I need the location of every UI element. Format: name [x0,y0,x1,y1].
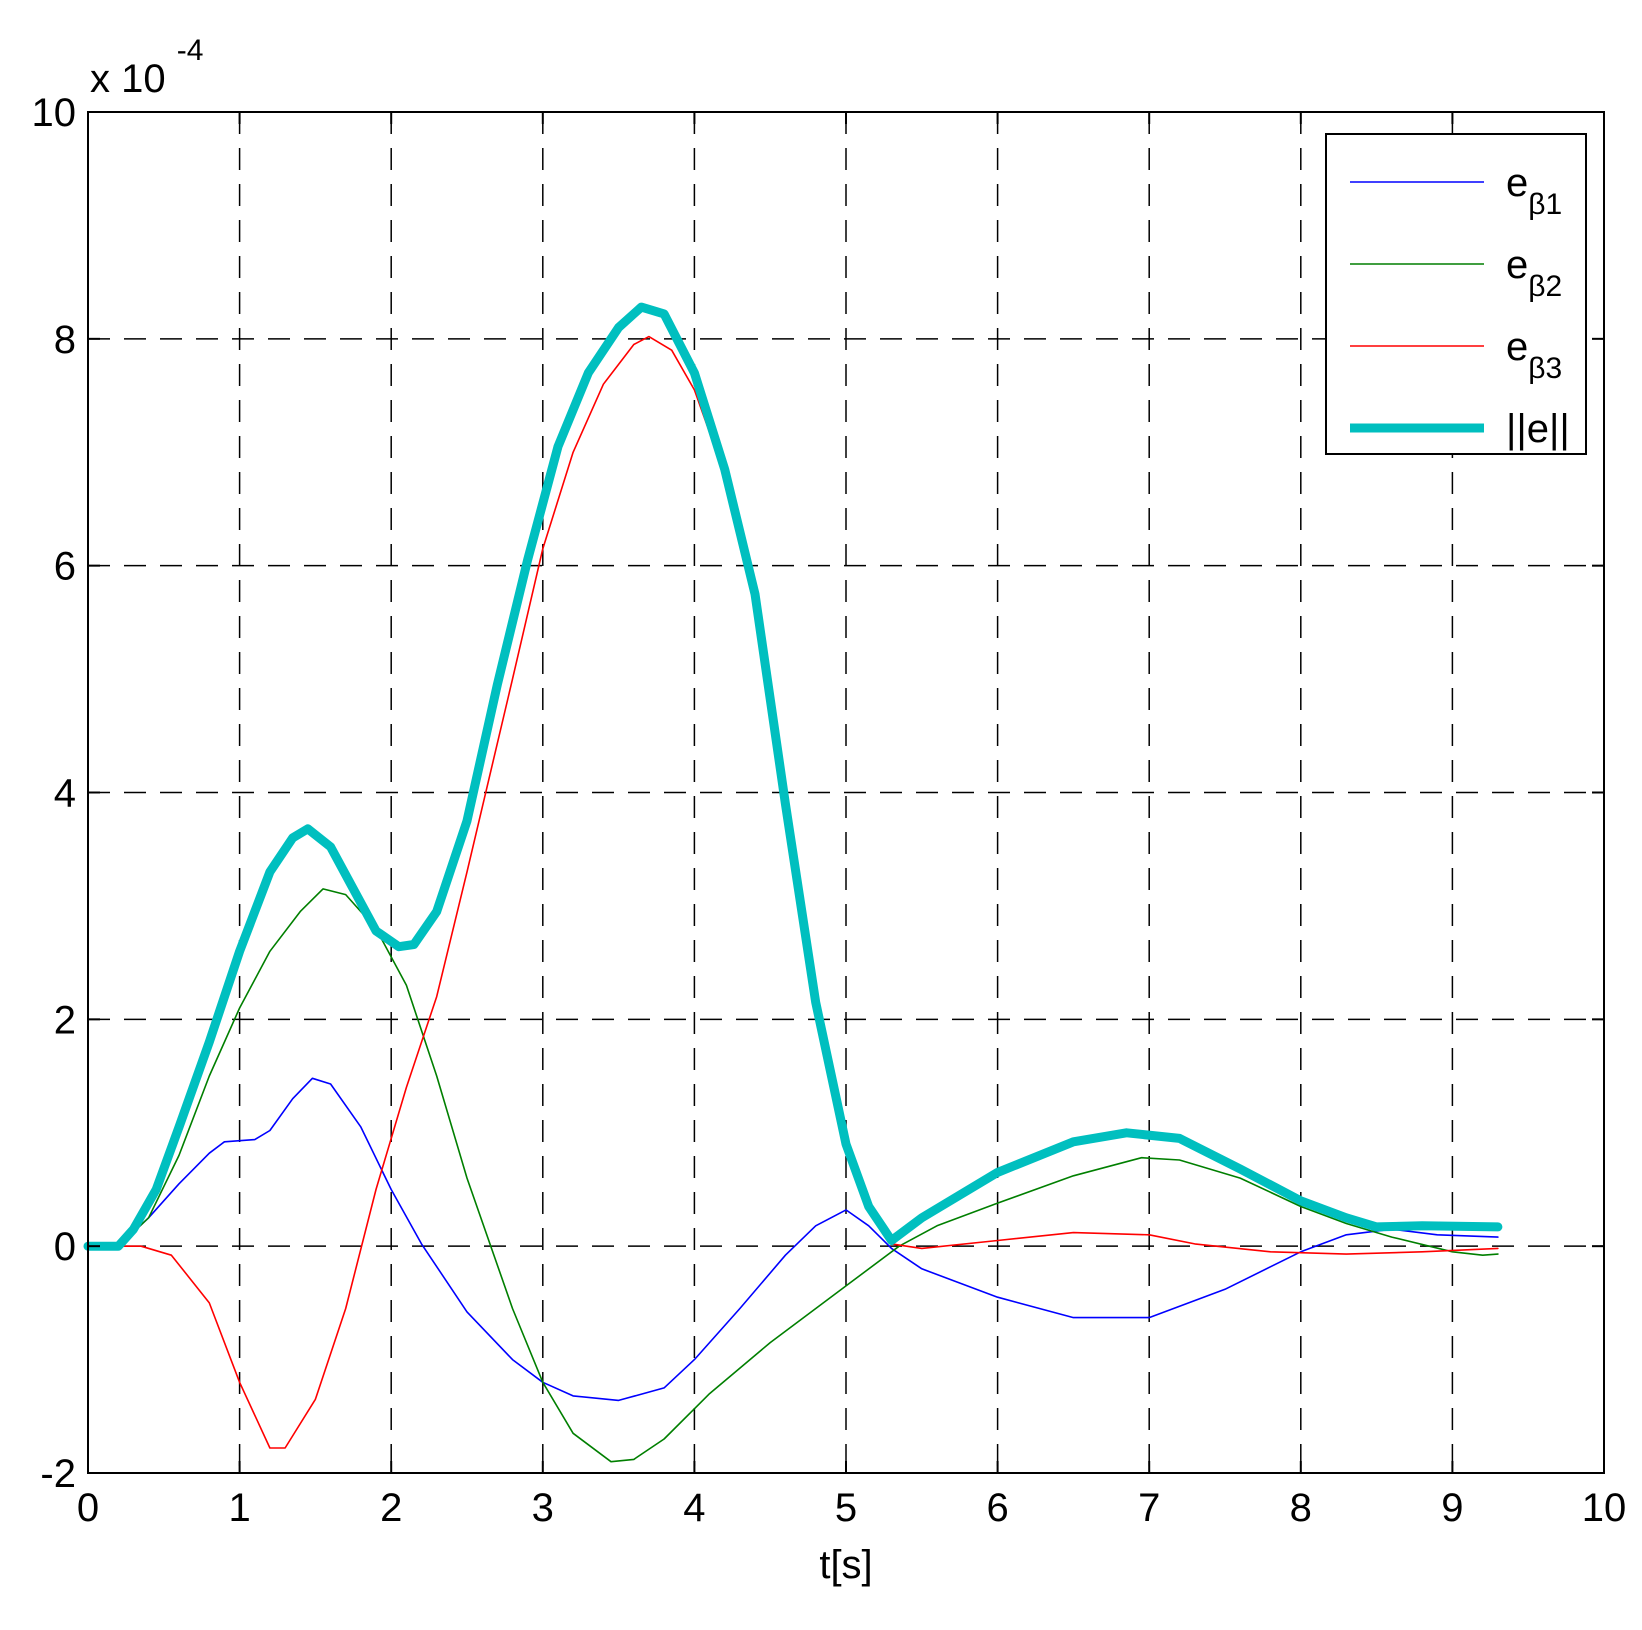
x-tick-label: 5 [835,1486,857,1530]
series-line-3 [87,335,1499,1449]
y-multiplier: x 10 -4 [90,34,203,101]
y-tick-label: 6 [54,545,76,589]
x-tick-label: 9 [1441,1486,1463,1530]
series-line-1 [87,1077,1499,1402]
x-tick-label: 4 [683,1486,705,1530]
x-tick-label: 8 [1290,1486,1312,1530]
legend-label-4: ||e|| [1506,407,1570,451]
axis-ticks [87,111,1605,1474]
y-tick-label: 10 [32,91,77,135]
y-tick-label: 4 [54,772,76,816]
legend-label-main: ||e|| [1506,407,1570,451]
x-axis-label: t[s] [819,1543,872,1587]
series-layer [83,302,1503,1463]
legend-label-main: e [1506,161,1528,205]
legend-label-main: e [1506,243,1528,287]
y-multiplier-exponent: -4 [177,34,204,67]
x-tick-label: 2 [380,1486,402,1530]
y-tick-label: 8 [54,318,76,362]
legend-label-2: eβ2 [1506,243,1562,303]
legend-label-3: eβ3 [1506,325,1562,385]
y-multiplier-base: x 10 [90,57,166,101]
legend-label-1: eβ1 [1506,161,1562,221]
x-tick-label: 1 [228,1486,250,1530]
x-tick-label: 10 [1582,1486,1627,1530]
x-tick-label: 3 [532,1486,554,1530]
legend-box [1325,133,1587,455]
legend-label-sub: β1 [1528,188,1562,221]
x-tick-label: 6 [986,1486,1008,1530]
legend-label-main: e [1506,325,1528,369]
legend-label-sub: β3 [1528,352,1562,385]
series-line-4 [83,302,1503,1251]
legend-label-sub: β2 [1528,270,1562,303]
y-tick-label: 2 [54,998,76,1042]
x-tick-label: 7 [1138,1486,1160,1530]
y-tick-label: 0 [54,1225,76,1269]
y-tick-label: -2 [40,1452,76,1496]
series-line-2 [87,888,1499,1463]
x-tick-label: 0 [77,1486,99,1530]
